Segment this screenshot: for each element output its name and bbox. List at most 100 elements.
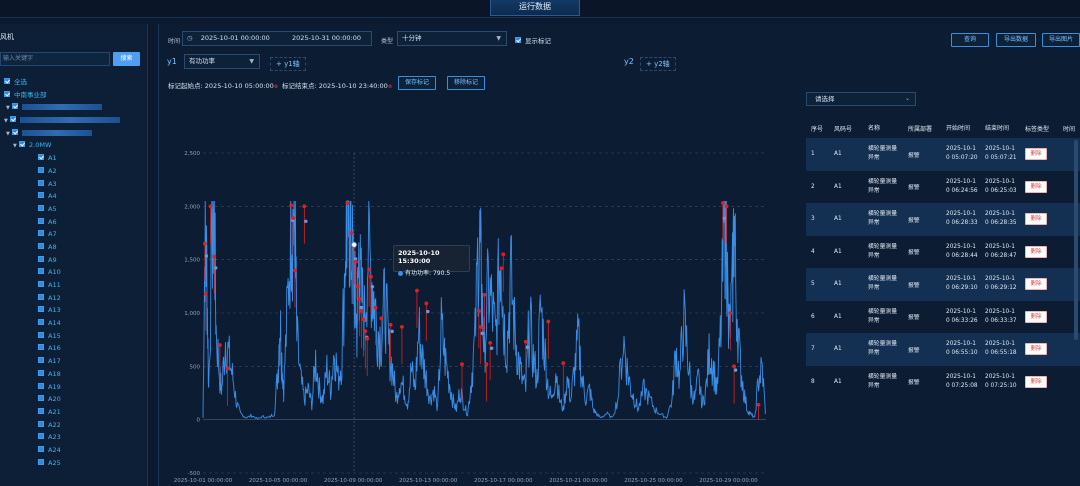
table-row[interactable]: 3 A1 横轮量测量 异常 报警 2025-10-1 0 06:28:33 2025-10-1… <box>806 203 1080 236</box>
tree-node[interactable]: A2 <box>0 165 148 178</box>
tree-node[interactable]: A6 <box>0 216 148 229</box>
tree-node[interactable]: A19 <box>0 381 148 394</box>
tree-node[interactable]: A17 <box>0 355 148 368</box>
tree-node[interactable]: A5 <box>0 203 148 216</box>
filter-select[interactable]: 请选择 ⌄ <box>806 92 916 106</box>
tree-checkbox[interactable] <box>38 179 44 186</box>
save-mark-button[interactable]: 保存标记 <box>398 76 436 90</box>
table-row[interactable]: 4 A1 横轮量测量 异常 报警 2025-10-1 0 06:28:44 2025-10-1… <box>806 235 1080 268</box>
tree-checkbox[interactable] <box>38 357 44 364</box>
tree-checkbox[interactable] <box>38 369 44 376</box>
tree-checkbox[interactable] <box>38 344 44 351</box>
tree-checkbox[interactable] <box>19 141 25 148</box>
tree-checkbox[interactable] <box>38 420 44 427</box>
tree-node[interactable]: A11 <box>0 279 148 292</box>
tree-checkbox[interactable] <box>38 255 44 262</box>
tree-node[interactable]: 全选 <box>0 76 148 89</box>
tree-checkbox[interactable] <box>38 433 44 440</box>
power-chart[interactable]: 2,500 2,000 1,500 1,000 500 0 -500 2025-10-01 0… <box>160 140 772 486</box>
tree-checkbox[interactable] <box>38 293 44 300</box>
tree-checkbox[interactable] <box>38 445 44 452</box>
tree-node[interactable]: A20 <box>0 393 148 406</box>
tree-checkbox[interactable] <box>4 90 10 97</box>
tree-node[interactable]: A10 <box>0 266 148 279</box>
tree-node[interactable]: A8 <box>0 241 148 254</box>
tree-checkbox[interactable] <box>38 230 44 237</box>
tree-node[interactable]: A12 <box>0 292 148 305</box>
add-y1-axis-button[interactable]: + y1轴 <box>270 57 306 71</box>
tree-checkbox[interactable] <box>38 154 44 161</box>
chevron-down-icon[interactable]: ▼ <box>13 143 17 150</box>
table-row[interactable]: 7 A1 横轮量测量 异常 报警 2025-10-1 0 06:55:10 2025-10-1… <box>806 333 1080 366</box>
tree-node[interactable]: A1 <box>0 152 148 165</box>
export-image-button[interactable]: 导出图片 <box>1042 33 1080 47</box>
tree-node[interactable]: A9 <box>0 254 148 267</box>
show-mark-checkbox[interactable]: 显示标记 <box>515 35 551 45</box>
tree-node[interactable]: A3 <box>0 178 148 191</box>
delete-tag-button[interactable]: 删除 <box>1025 148 1047 161</box>
tree-node[interactable]: A23 <box>0 431 148 444</box>
tree-node[interactable]: A4 <box>0 190 148 203</box>
tree-node[interactable]: A18 <box>0 368 148 381</box>
table-row[interactable]: 1 A1 横轮量测量 异常 报警 2025-10-1 0 05:07:20 2025-10-1… <box>806 138 1080 171</box>
tree-node[interactable]: ▼ <box>0 127 148 140</box>
tree-node[interactable]: A22 <box>0 419 148 432</box>
tree-node[interactable]: A24 <box>0 444 148 457</box>
tree-checkbox[interactable] <box>10 116 16 123</box>
table-row[interactable]: 2 A1 横轮量测量 异常 报警 2025-10-1 0 06:24:56 2025-10-1… <box>806 170 1080 203</box>
export-data-button[interactable]: 导出数据 <box>996 33 1036 47</box>
tree-node[interactable]: 中南事业部 <box>0 89 148 102</box>
type-select[interactable]: 十分钟 ▼ <box>397 31 507 46</box>
tree-node[interactable]: ▼ <box>0 114 148 127</box>
tree-node[interactable]: A21 <box>0 406 148 419</box>
query-button[interactable]: 查询 <box>951 33 989 47</box>
chevron-down-icon[interactable]: ▼ <box>4 118 8 125</box>
tree-checkbox[interactable] <box>38 382 44 389</box>
tree-checkbox[interactable] <box>38 407 44 414</box>
tree-checkbox[interactable] <box>38 458 44 465</box>
tree-node[interactable]: A14 <box>0 317 148 330</box>
table-row[interactable]: 8 A1 横轮量测量 异常 报警 2025-10-1 0 07:25:08 2025-10-1… <box>806 365 1080 398</box>
delete-tag-button[interactable]: 删除 <box>1025 343 1047 356</box>
close-icon[interactable]: ⊗ <box>387 84 393 90</box>
tree-checkbox[interactable] <box>38 281 44 287</box>
tree-checkbox[interactable] <box>12 128 18 135</box>
table-scrollbar[interactable] <box>1074 140 1078 340</box>
delete-tag-button[interactable]: 删除 <box>1025 375 1047 388</box>
tree-checkbox[interactable] <box>38 306 44 313</box>
delete-tag-button[interactable]: 删除 <box>1025 310 1047 323</box>
search-input[interactable]: 输入关键字 <box>0 52 110 66</box>
tree-node[interactable]: A13 <box>0 304 148 317</box>
delete-tag-button[interactable]: 删除 <box>1025 213 1047 226</box>
tree-checkbox[interactable] <box>38 242 44 249</box>
tree-checkbox[interactable] <box>38 217 44 224</box>
table-row[interactable]: 6 A1 横轮量测量 异常 报警 2025-10-1 0 06:33:26 2025-10-1… <box>806 300 1080 333</box>
tree-checkbox[interactable] <box>38 204 44 211</box>
time-range-picker[interactable]: ◷ 2025-10-01 00:00:00 2025-10-31 00:00:0… <box>182 31 372 46</box>
close-icon[interactable]: ⊗ <box>273 84 279 90</box>
tree-checkbox[interactable] <box>12 103 18 110</box>
delete-tag-button[interactable]: 删除 <box>1025 278 1047 291</box>
table-row[interactable]: 5 A1 横轮量测量 异常 报警 2025-10-1 0 06:29:10 2025-10-1… <box>806 268 1080 301</box>
search-button[interactable]: 搜索 <box>113 52 140 66</box>
tree-checkbox[interactable] <box>38 331 44 338</box>
tree-checkbox[interactable] <box>38 268 44 275</box>
tree-checkbox[interactable] <box>4 78 10 84</box>
delete-tag-button[interactable]: 删除 <box>1025 245 1047 258</box>
tree-node[interactable]: ▼ 2.0MW <box>0 139 148 152</box>
remove-mark-button[interactable]: 移除标记 <box>447 76 485 90</box>
tree-checkbox[interactable] <box>38 395 44 402</box>
chevron-down-icon[interactable]: ▼ <box>6 130 10 137</box>
tree-node[interactable]: A16 <box>0 342 148 355</box>
tree-checkbox[interactable] <box>38 192 44 199</box>
chevron-down-icon[interactable]: ▼ <box>6 105 10 112</box>
delete-tag-button[interactable]: 删除 <box>1025 180 1047 193</box>
tree-checkbox[interactable] <box>38 319 44 326</box>
y1-select[interactable]: 有功功率 ▼ <box>184 54 260 69</box>
tree-node[interactable]: A25 <box>0 457 148 470</box>
tree-node[interactable]: A7 <box>0 228 148 241</box>
add-y2-axis-button[interactable]: + y2轴 <box>640 57 676 71</box>
tree-node[interactable]: ▼ <box>0 101 148 114</box>
tree-node[interactable]: A15 <box>0 330 148 343</box>
